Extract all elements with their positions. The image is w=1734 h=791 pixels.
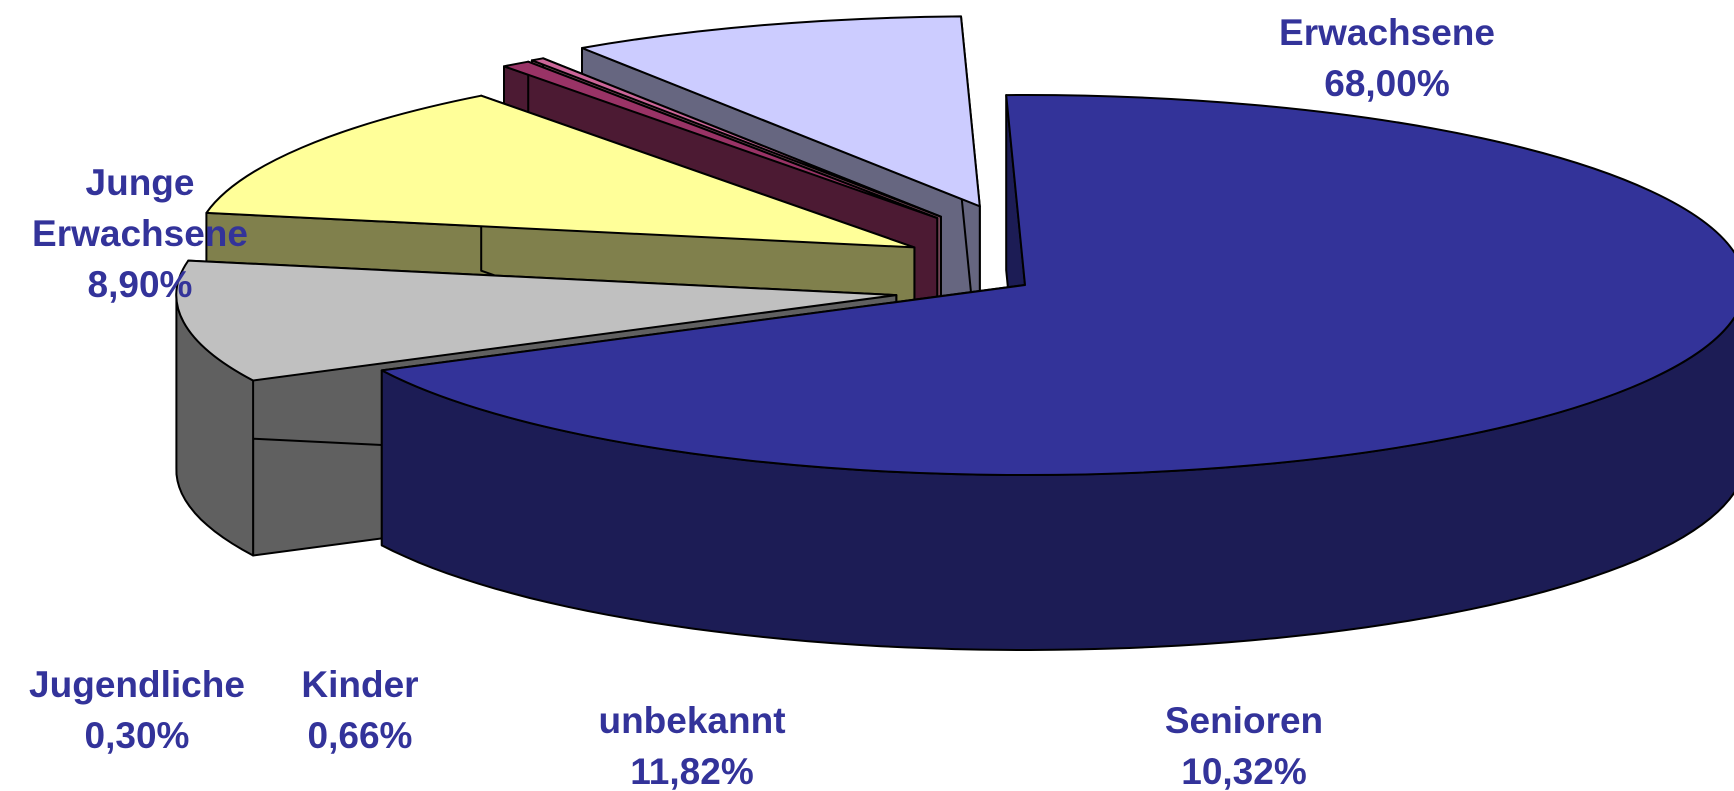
pie-slices [175,15,1734,651]
pie-labels: Erwachsene 68,00% Senioren 10,32% unbekannt 1… [29,12,1495,791]
label-pct-erwachsene: 68,00% [1324,63,1450,104]
label-pct-junge-erwachsene: 8,90% [88,264,193,305]
label-senioren: Senioren 10,32% [1165,700,1323,791]
label-pct-kinder: 0,66% [308,715,413,756]
label-erwachsene: Erwachsene 68,00% [1279,12,1495,104]
label-kinder: Kinder 0,66% [301,664,418,756]
slice-top-senioren [175,259,898,382]
label-name-erwachsene: Erwachsene [1279,12,1495,53]
slice-top-unbekannt [205,94,916,249]
slice-top-erwachsene [380,94,1734,477]
label-jugendliche: Jugendliche 0,30% [29,664,245,756]
slice-top-kinder [503,60,939,220]
label-name-unbekannt: unbekannt [598,700,785,741]
label-name-senioren: Senioren [1165,700,1323,741]
label-pct-senioren: 10,32% [1181,751,1307,791]
slice-erwachsene [380,94,1734,651]
label-name-jugendliche: Jugendliche [29,664,245,705]
slice-top-jugendliche [530,57,942,218]
slice-top-junge-erwachsene [581,15,981,208]
label-unbekannt: unbekannt 11,82% [598,700,785,791]
label-junge-erwachsene: Junge Erwachsene 8,90% [32,162,248,305]
label-pct-jugendliche: 0,30% [85,715,190,756]
label-name-junge-erwachsene: Erwachsene [32,213,248,254]
label-pct-unbekannt: 11,82% [630,751,753,791]
label-name-junge-erwachsene: Junge [86,162,195,203]
label-name-kinder: Kinder [301,664,418,705]
